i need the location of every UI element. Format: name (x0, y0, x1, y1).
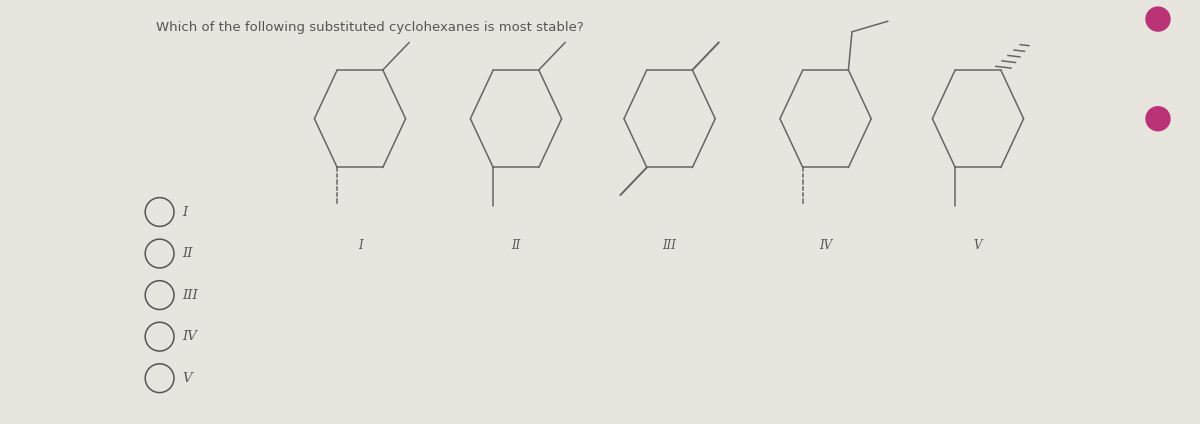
Ellipse shape (1146, 7, 1170, 31)
Ellipse shape (1146, 107, 1170, 131)
Text: Which of the following substituted cyclohexanes is most stable?: Which of the following substituted cyclo… (156, 21, 583, 34)
Text: IV: IV (182, 330, 197, 343)
Text: I: I (358, 240, 362, 252)
Text: II: II (182, 247, 193, 260)
Text: IV: IV (820, 240, 832, 252)
Text: I: I (182, 206, 187, 218)
Text: V: V (182, 372, 192, 385)
Text: II: II (511, 240, 521, 252)
Text: III: III (182, 289, 198, 301)
Text: V: V (973, 240, 983, 252)
Text: III: III (662, 240, 677, 252)
